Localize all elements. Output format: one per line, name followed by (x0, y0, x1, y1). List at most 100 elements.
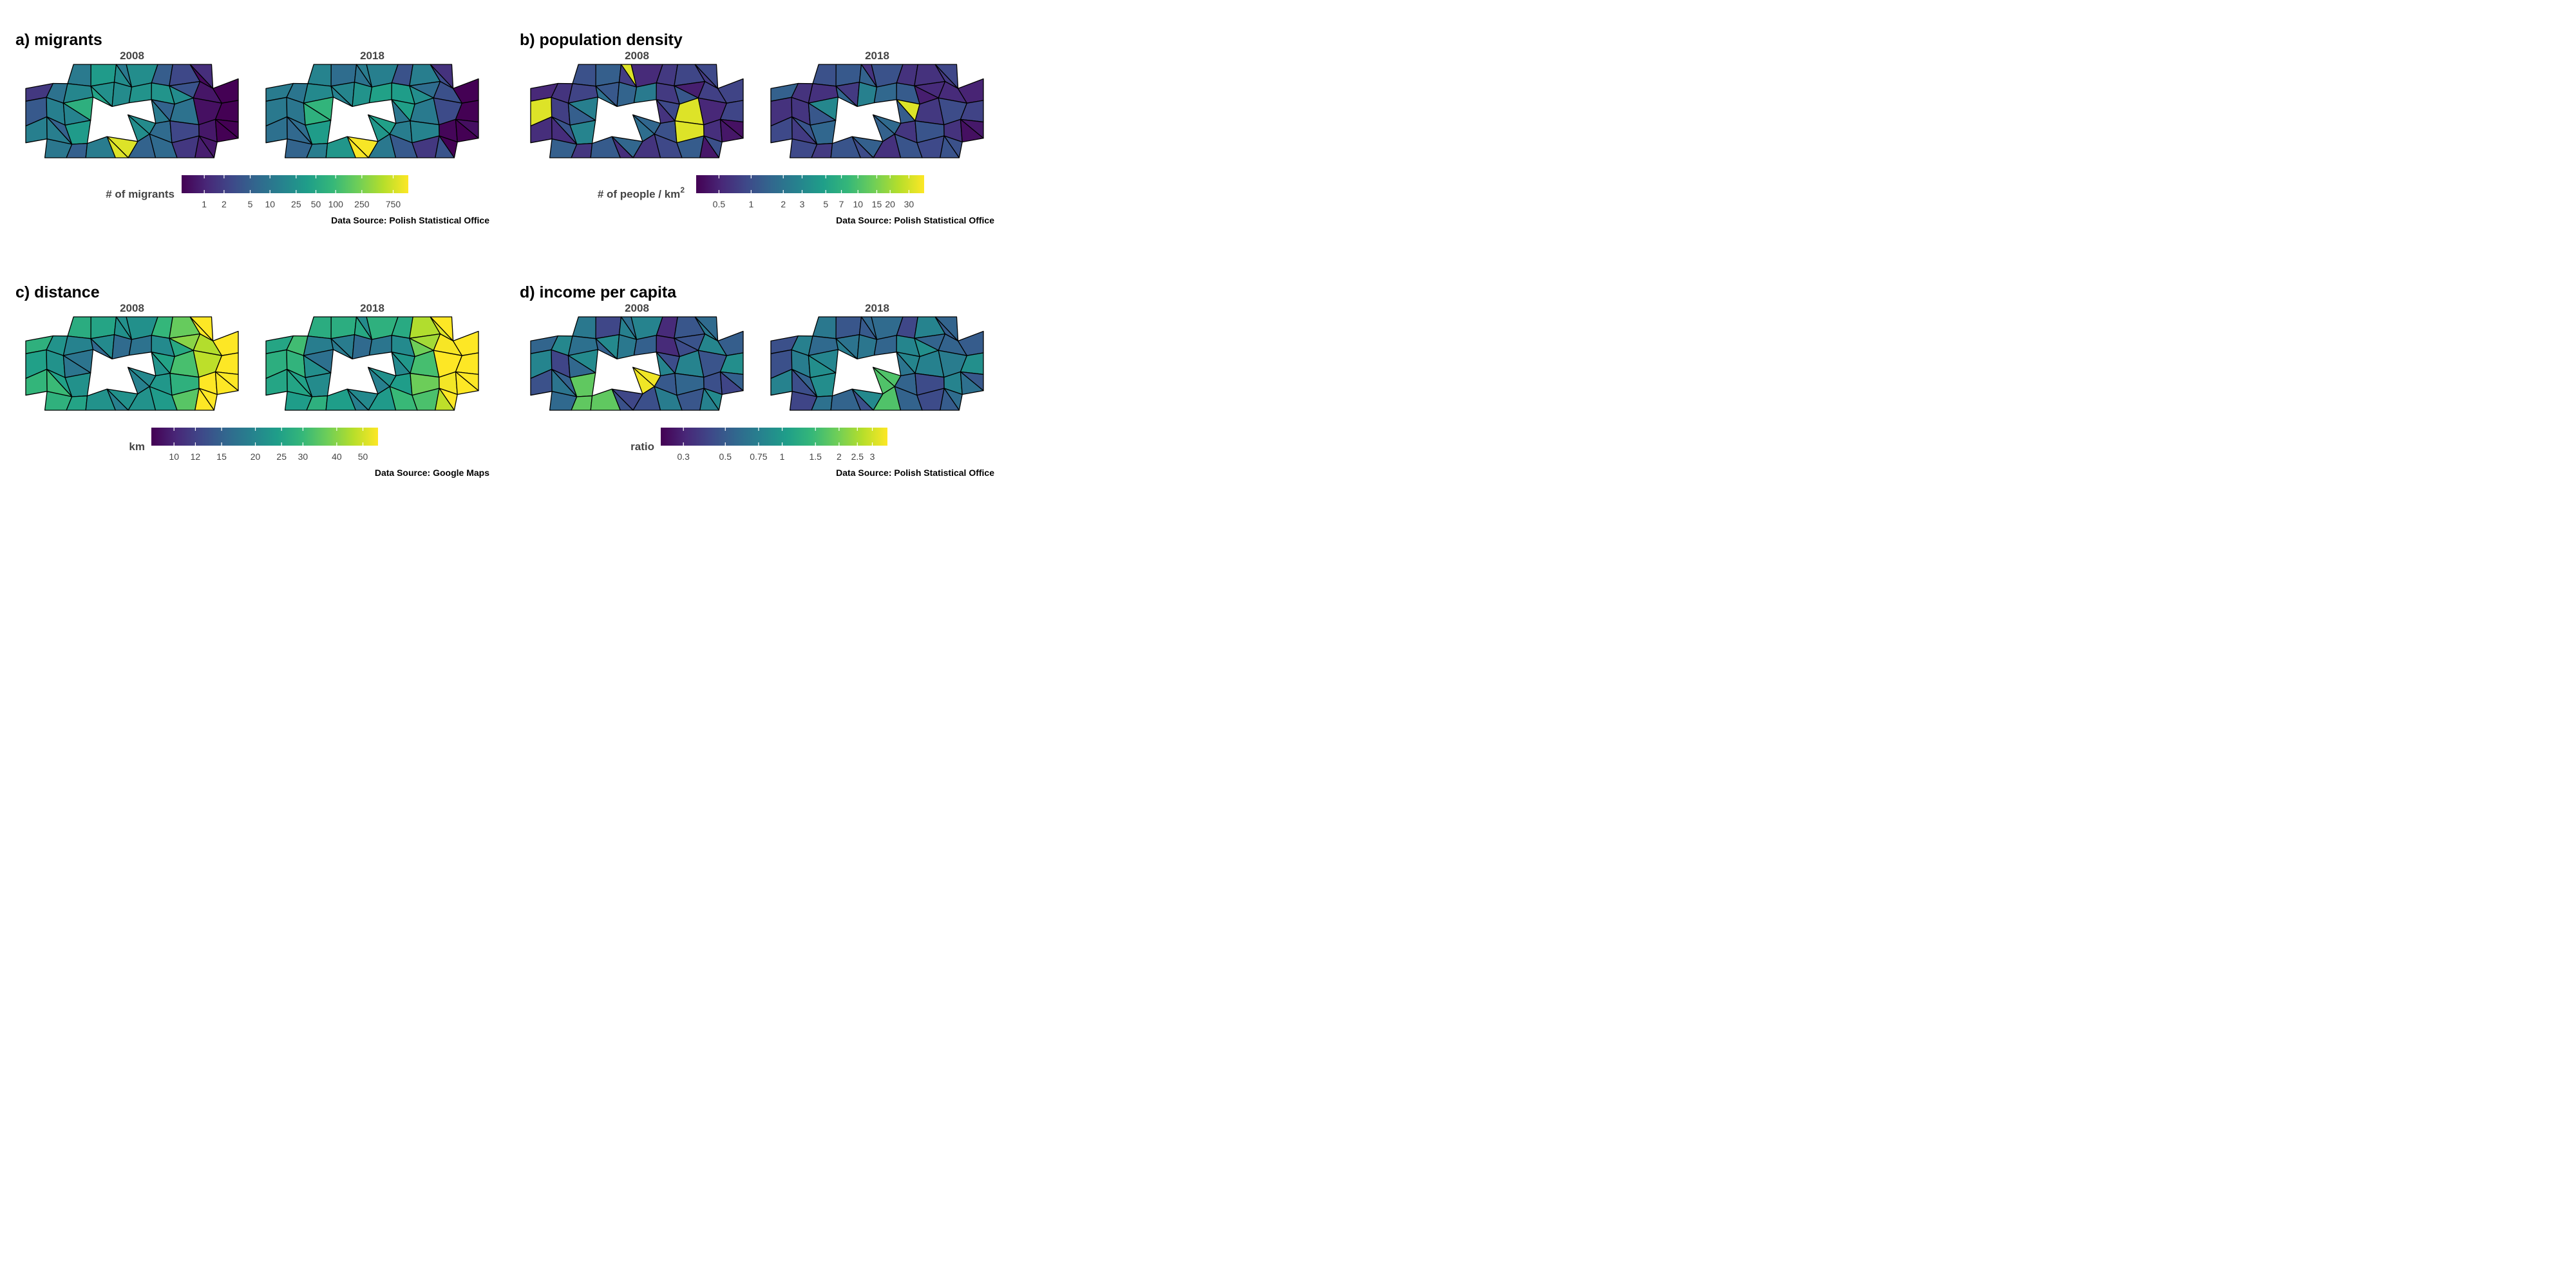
colorbar-tick-label: 25 (291, 199, 301, 209)
panel-title: d) income per capita (520, 283, 677, 301)
map-region (346, 136, 369, 158)
colorbar-tick-label: 30 (904, 199, 914, 209)
map-region (595, 338, 618, 360)
map-region (835, 86, 858, 108)
data-source: Data Source: Polish Statistical Office (836, 468, 994, 478)
map-region (940, 135, 960, 158)
data-source: Data Source: Polish Statistical Office (331, 215, 489, 225)
colorbar-tick-label: 3 (870, 451, 875, 462)
colorbar-tick-label: 0.5 (713, 199, 726, 209)
colorbar-tick-label: 2 (222, 199, 227, 209)
choropleth-map-2018 (770, 316, 984, 411)
colorbar-tick-label: 3 (800, 199, 805, 209)
map-region (851, 388, 874, 411)
map-region (960, 371, 984, 395)
colorbar-tick-label: 0.5 (719, 451, 732, 462)
legend-title-text: # of people / km (598, 188, 680, 200)
map-region (572, 64, 596, 87)
colorbar-tick-label: 12 (191, 451, 201, 462)
panel-title: a) migrants (15, 31, 102, 49)
map-region (455, 371, 479, 395)
map-region (330, 86, 353, 108)
colorbar-tick-label: 15 (216, 451, 227, 462)
colorbar-tick-label: 10 (853, 199, 863, 209)
colorbar-tick-label: 5 (248, 199, 253, 209)
choropleth-map-2008 (25, 316, 239, 411)
map-region (194, 388, 215, 411)
colorbar-tick-label: 5 (823, 199, 828, 209)
map-region (307, 316, 332, 339)
facet-year-right: 2018 (360, 302, 384, 314)
map-region (572, 316, 596, 339)
map-region (835, 338, 858, 360)
facet-year-right: 2018 (360, 50, 384, 62)
panel-distance: c) distance 2008 2018 km 10 12 15 20 25 30 40 5… (15, 283, 489, 478)
colorbar-tick-label: 50 (311, 199, 321, 209)
colorbar-tick-label: 750 (386, 199, 401, 209)
map-region (307, 64, 332, 87)
map-region (812, 64, 837, 87)
legend-title: # of migrants (106, 188, 175, 200)
map-region (90, 86, 113, 108)
colorbar-tick-label: 2 (781, 199, 786, 209)
colorbar-tick-label: 100 (328, 199, 344, 209)
colorbar-tick-label: 20 (885, 199, 895, 209)
colorbar-tick-label: 50 (358, 451, 368, 462)
facet-year-left: 2008 (625, 50, 649, 62)
colorbar-tick-label: 1 (202, 199, 207, 209)
colorbar-tick-label: 1 (748, 199, 753, 209)
colorbar-tick-label: 10 (265, 199, 275, 209)
colorbar-gradient (661, 428, 887, 446)
legend-title-superscript: 2 (680, 185, 685, 194)
data-source: Data Source: Google Maps (375, 468, 489, 478)
legend-title: ratio (630, 440, 654, 453)
colorbar-tick-label: 7 (839, 199, 844, 209)
map-region (940, 388, 960, 411)
map-region (214, 118, 239, 143)
map-region (214, 371, 239, 395)
map-region (346, 388, 369, 411)
map-region (67, 316, 91, 339)
legend-title: # of people / km2 (598, 185, 685, 200)
colorbar-tick-label: 30 (298, 451, 308, 462)
panel-population-density: b) population density 2008 2018 # of peo… (520, 31, 994, 225)
map-region (699, 388, 720, 411)
colorbar-tick-label: 2 (837, 451, 842, 462)
map-region (194, 135, 215, 158)
colorbar-tick-label: 1.5 (809, 451, 822, 462)
map-region (106, 136, 129, 158)
map-region (595, 86, 618, 108)
colorbar-tick-label: 1 (780, 451, 785, 462)
map-region (106, 388, 129, 411)
map-region (719, 371, 744, 395)
map-region (435, 388, 455, 411)
choropleth-map-2008 (530, 64, 744, 158)
colorbar-tick-label: 20 (251, 451, 261, 462)
map-region (699, 135, 720, 158)
panel-title: b) population density (520, 31, 683, 49)
map-region (611, 388, 634, 411)
map-region (851, 136, 874, 158)
map-region (330, 338, 353, 360)
choropleth-map-2008 (25, 64, 239, 158)
facet-year-left: 2008 (120, 50, 144, 62)
choropleth-map-2018 (265, 64, 479, 158)
colorbar-gradient (696, 175, 924, 193)
map-region (455, 118, 479, 143)
colorbar-tick-label: 40 (332, 451, 342, 462)
map-region (435, 135, 455, 158)
colorbar-tick-label: 2.5 (851, 451, 864, 462)
colorbar-tick-label: 25 (276, 451, 287, 462)
panel-title: c) distance (15, 283, 100, 301)
facet-year-left: 2008 (625, 302, 649, 314)
map-region (67, 64, 91, 87)
colorbar: 0.3 0.5 0.75 1 1.5 2 2.5 3 (661, 428, 887, 462)
map-region (812, 316, 837, 339)
facet-year-left: 2008 (120, 302, 144, 314)
facet-year-right: 2018 (865, 302, 889, 314)
colorbar-tick-label: 10 (169, 451, 179, 462)
choropleth-map-2018 (770, 64, 984, 158)
map-region (611, 136, 634, 158)
